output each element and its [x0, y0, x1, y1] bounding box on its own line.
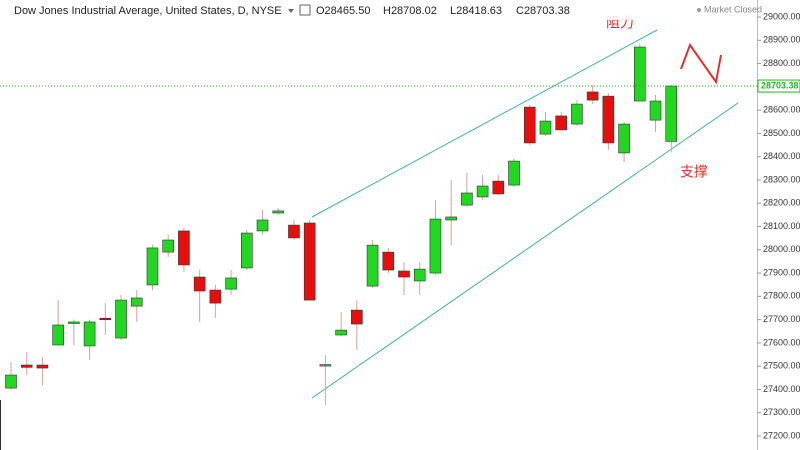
y-tick-label: 28400.00 — [763, 151, 800, 161]
candle-body — [586, 91, 599, 101]
y-tick-label: 29000.00 — [763, 11, 800, 21]
candle-body — [115, 299, 127, 339]
candle-body — [193, 276, 206, 292]
candle-body — [225, 277, 237, 290]
resistance-line — [311, 29, 658, 218]
y-tick-label: 28100.00 — [763, 221, 800, 231]
candle-body — [445, 216, 457, 221]
ohlc-high: H28708.02 — [383, 5, 437, 17]
y-tick-label: 28600.00 — [763, 104, 800, 114]
candle-body — [178, 230, 190, 266]
y-tick-label: 27800.00 — [763, 291, 800, 301]
symbol-title: Dow Jones Industrial Average, United Sta… — [14, 5, 282, 17]
candle-body — [162, 239, 174, 253]
candle-body — [68, 321, 80, 324]
y-tick-label: 28300.00 — [763, 174, 800, 184]
candle-body — [146, 247, 159, 286]
last-price-label: 28703.38 — [761, 80, 799, 90]
market-status: Market Closed — [704, 4, 762, 14]
ohlc-low: L28418.63 — [450, 5, 502, 17]
y-tick-label: 28500.00 — [763, 128, 800, 138]
annotation: 支撑 — [680, 164, 708, 180]
candle-body — [36, 364, 49, 369]
candle-body — [461, 192, 473, 206]
candle-body — [476, 185, 489, 198]
y-tick-label: 27900.00 — [763, 267, 800, 277]
candle-body — [272, 210, 285, 214]
candle-body — [20, 364, 33, 368]
candle-body — [571, 103, 583, 125]
candle-body — [351, 309, 363, 325]
candle-body — [99, 317, 112, 321]
header-bg — [0, 0, 757, 20]
candle-body — [83, 321, 96, 347]
support-line — [311, 102, 739, 399]
candle-body — [492, 180, 505, 195]
candle-body — [256, 219, 269, 232]
candle-body — [665, 85, 678, 142]
ohlc-close: C28703.38 — [516, 5, 570, 17]
settings-icon — [299, 4, 311, 16]
y-tick-label: 28900.00 — [763, 35, 800, 45]
y-tick-label: 27200.00 — [763, 430, 800, 440]
candle-body — [288, 224, 300, 239]
y-tick-label: 27300.00 — [763, 407, 800, 417]
candle-body — [52, 324, 64, 346]
candle-body — [5, 374, 17, 389]
candle-body — [649, 100, 662, 121]
forecast-zigzag — [680, 42, 722, 85]
dropdown-icon — [288, 9, 294, 13]
y-tick-label: 28000.00 — [763, 244, 800, 254]
candle-body — [508, 160, 520, 186]
candle-body — [209, 289, 222, 304]
ohlc-open: O28465.50 — [316, 5, 370, 17]
candle-body — [429, 218, 442, 274]
candle-body — [382, 251, 395, 271]
candle-body — [539, 120, 552, 135]
candle-body — [335, 329, 347, 336]
candle-body — [319, 364, 332, 367]
candle-body — [398, 270, 410, 278]
y-tick-label: 27700.00 — [763, 314, 800, 324]
candle-body — [618, 123, 630, 154]
candle-body — [130, 297, 143, 307]
candle-body — [303, 222, 316, 301]
candle-body — [555, 115, 568, 131]
candle-body — [602, 95, 615, 144]
candle-body — [366, 244, 379, 287]
candle-body — [413, 268, 426, 282]
y-tick-label: 27600.00 — [763, 337, 800, 347]
y-tick-label: 27500.00 — [763, 361, 800, 371]
y-tick-label: 27400.00 — [763, 384, 800, 394]
y-tick-label: 28800.00 — [763, 58, 800, 68]
candle-body — [523, 106, 536, 144]
candle-body — [241, 232, 253, 269]
status-dot — [697, 8, 701, 12]
last-price-badge — [757, 79, 800, 93]
candle-body — [633, 46, 646, 102]
y-tick-label: 28200.00 — [763, 198, 800, 208]
